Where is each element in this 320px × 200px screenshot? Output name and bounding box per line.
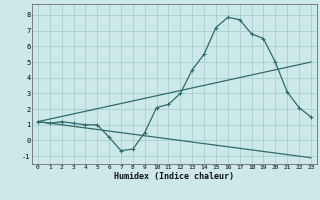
X-axis label: Humidex (Indice chaleur): Humidex (Indice chaleur) [115, 172, 234, 181]
